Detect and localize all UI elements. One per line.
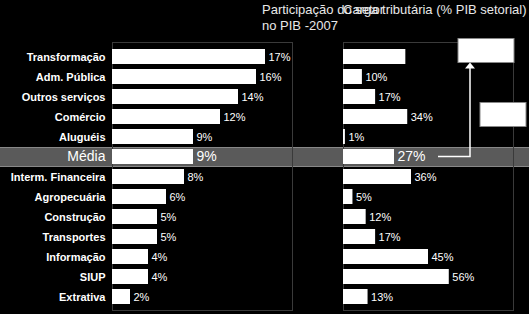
svg-text:34%: 34% xyxy=(411,111,433,123)
svg-text:Informação: Informação xyxy=(46,251,106,263)
svg-text:2%: 2% xyxy=(134,291,150,303)
svg-text:4%: 4% xyxy=(152,271,168,283)
svg-text:27%: 27% xyxy=(398,148,426,164)
html-text:Carga tributária (% PIB setori: Carga tributária (% PIB setorial) xyxy=(343,2,527,17)
svg-text:Construção: Construção xyxy=(44,211,105,223)
svg-text:36%: 36% xyxy=(415,171,437,183)
svg-text:13%: 13% xyxy=(371,291,393,303)
svg-text:9%: 9% xyxy=(197,131,213,143)
svg-text:Outros serviços: Outros serviços xyxy=(22,91,106,103)
svg-text:Transportes: Transportes xyxy=(43,231,106,243)
svg-text:12%: 12% xyxy=(369,211,391,223)
svg-text:1%: 1% xyxy=(348,131,364,143)
svg-text:12%: 12% xyxy=(224,111,246,123)
svg-text:Interm. Financeira: Interm. Financeira xyxy=(11,171,107,183)
svg-text:17%: 17% xyxy=(379,91,401,103)
svg-text:4%: 4% xyxy=(152,251,168,263)
svg-text:Média: Média xyxy=(67,148,105,164)
html-text:Participação do setor no PIB -: Participação do setor no PIB -2007 xyxy=(262,2,385,33)
svg-text:45%: 45% xyxy=(432,251,454,263)
svg-text:Extrativa: Extrativa xyxy=(59,291,106,303)
svg-text:SIUP: SIUP xyxy=(80,271,106,283)
svg-text:9%: 9% xyxy=(197,148,217,164)
svg-text:17%: 17% xyxy=(379,231,401,243)
svg-text:56%: 56% xyxy=(452,271,474,283)
svg-text:5%: 5% xyxy=(356,191,372,203)
svg-text:Adm. Pública: Adm. Pública xyxy=(36,71,107,83)
svg-text:8%: 8% xyxy=(188,171,204,183)
svg-text:16%: 16% xyxy=(260,71,282,83)
svg-text:5%: 5% xyxy=(161,211,177,223)
svg-text:Transformação: Transformação xyxy=(27,51,106,63)
svg-text:Aluguéis: Aluguéis xyxy=(59,131,105,143)
svg-text:14%: 14% xyxy=(242,91,264,103)
svg-text:10%: 10% xyxy=(365,71,387,83)
svg-text:Agropecuária: Agropecuária xyxy=(35,191,107,203)
svg-text:5%: 5% xyxy=(161,231,177,243)
svg-text:Comércio: Comércio xyxy=(55,111,106,123)
svg-text:6%: 6% xyxy=(170,191,186,203)
svg-text:17%: 17% xyxy=(269,51,291,63)
